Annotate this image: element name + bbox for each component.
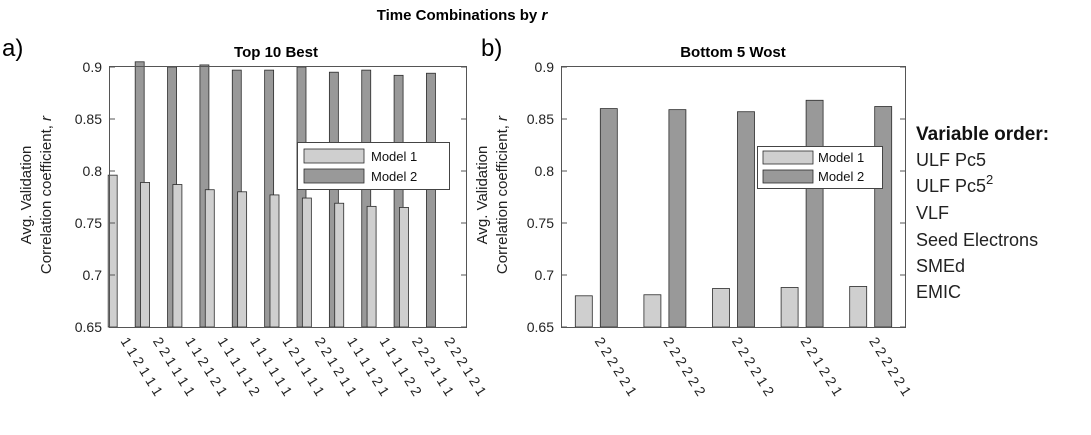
panel-a-y-axis-label: Avg. Validation: [18, 146, 35, 245]
panel-a-bar-model1-6: [269, 194, 280, 328]
panel-b-y-axis-label-text: Correlation coefficient,: [494, 125, 511, 274]
panel-a-x-ticks: 1 1 2 1 1 12 2 1 1 1 11 1 2 1 2 11 1 1 1…: [118, 334, 490, 399]
variable-item-ulf-pc5-squared-text: ULF Pc5: [916, 176, 986, 196]
panel-b-bar-model2-1: [599, 108, 618, 328]
panel-b-bar-model1-5: [849, 286, 868, 328]
panel-a-bar-model1-2: [140, 182, 150, 328]
panel-a-y-ticks: 0.65 0.7 0.75 0.8 0.85 0.9: [75, 59, 466, 335]
panel-a-y-tick-label: 0.75: [75, 215, 102, 231]
figure-title-var: r: [541, 7, 548, 24]
panel-a-bar-model1-8: [334, 202, 345, 328]
variable-item-emic: EMIC: [916, 282, 961, 302]
panel-b-legend: Model 1 Model 2: [757, 146, 883, 189]
panel-b-y-ticks: 0.65 0.7 0.75 0.8 0.85 0.9: [527, 59, 905, 335]
variable-item-seed-electrons: Seed Electrons: [916, 230, 1038, 250]
panel-a-bar-model2-10: [426, 72, 436, 328]
panel-a-legend-label-model2: Model 2: [371, 169, 417, 184]
panel-a-bar-model1-5: [237, 191, 248, 328]
panel-b-y-tick-label: 0.75: [527, 215, 554, 231]
panel-b-y-tick-label: 0.65: [527, 319, 554, 335]
panel-a-bar-model1-9: [366, 205, 377, 328]
figure-title: Time Combinations by r: [377, 7, 549, 24]
panel-a-legend: Model 1 Model 2: [297, 142, 450, 190]
panel-b-y-tick-label: 0.85: [527, 111, 554, 127]
panel-b-y-axis-label: Avg. Validation: [474, 146, 491, 245]
panel-b-x-tick-label: 2 2 2 2 2 1: [866, 334, 915, 399]
panel-a-y-tick-label: 0.9: [83, 59, 103, 75]
panel-b-title: Bottom 5 Wost: [680, 44, 786, 61]
variable-item-smed: SMEd: [916, 256, 965, 276]
panel-b-legend-swatch-model2: [762, 169, 814, 184]
panel-b-bar-model1-4: [780, 287, 799, 328]
panel-b-plot-frame: [561, 66, 906, 328]
panel-b-x-tick-label: 2 2 2 2 2 2: [660, 334, 709, 399]
panel-a-legend-swatch-model1: [303, 148, 365, 164]
variable-item-ulf-pc5: ULF Pc5: [916, 150, 986, 170]
panel-b-legend-label-model2: Model 2: [818, 169, 864, 184]
panel-b-x-tick-label: 2 2 2 2 1 2: [729, 334, 778, 399]
panel-b-y-tick-label: 0.9: [535, 59, 555, 75]
panel-a-y-tick-label: 0.65: [75, 319, 102, 335]
panel-b-bar-model2-2: [668, 109, 687, 328]
panel-b: b) Bottom 5 Wost Avg. Validation Correla…: [474, 35, 915, 399]
panel-b-bar-model2-4: [805, 99, 824, 328]
variable-item-vlf: VLF: [916, 203, 949, 223]
panel-a-y-axis-var: r: [38, 115, 55, 121]
panel-b-y-axis-var: r: [494, 115, 511, 121]
variable-item-ulf-pc5-squared-exp: 2: [986, 172, 993, 187]
panel-a-bar-model1-4: [204, 189, 215, 328]
panel-b-bar-model1-3: [712, 288, 730, 328]
panel-a-bars: [107, 61, 436, 328]
panel-a-bar-model1-3: [172, 184, 183, 328]
panel-b-legend-label-model1: Model 1: [818, 150, 864, 165]
panel-b-bar-model1-1: [574, 295, 593, 328]
panel-b-x-tick-label: 2 2 2 2 2 1: [592, 334, 641, 399]
panel-a: a) Top 10 Best Avg. Validation Correlati…: [2, 35, 490, 399]
panel-a-y-tick-label: 0.8: [83, 163, 103, 179]
panel-b-x-tick-label: 2 2 1 2 2 1: [798, 334, 847, 399]
panel-b-bar-model2-5: [874, 106, 893, 328]
panel-a-title: Top 10 Best: [234, 44, 318, 61]
panel-b-y-axis-label-line2: Correlation coefficient, r: [494, 115, 511, 274]
panel-b-bars: [574, 99, 893, 328]
variable-order-list: Variable order: ULF Pc5 ULF Pc52 VLF See…: [916, 124, 1049, 302]
panel-a-y-axis-label-line2: Correlation coefficient, r: [38, 115, 55, 274]
panel-b-bar-model2-3: [737, 111, 755, 328]
panel-a-legend-swatch-model2: [303, 168, 365, 184]
panel-a-y-tick-label: 0.7: [83, 267, 103, 283]
variable-order-heading: Variable order:: [916, 124, 1049, 145]
panel-a-y-axis-label-text: Correlation coefficient,: [38, 125, 55, 274]
figure-title-text: Time Combinations by: [377, 7, 538, 24]
panel-a-legend-label-model1: Model 1: [371, 149, 417, 164]
panel-b-bar-model1-2: [643, 294, 662, 328]
panel-b-letter: b): [481, 35, 502, 62]
panel-b-legend-swatch-model1: [762, 150, 814, 165]
panel-a-bar-model1-7: [301, 197, 312, 328]
panel-b-y-tick-label: 0.7: [535, 267, 555, 283]
panel-b-y-tick-label: 0.8: [535, 163, 555, 179]
variable-item-ulf-pc5-squared: ULF Pc52: [916, 172, 993, 196]
panel-b-x-ticks: 2 2 2 2 2 1 2 2 2 2 2 2 2 2 2 2 1 2 2 2 1 2…: [592, 334, 915, 399]
panel-a-y-tick-label: 0.85: [75, 111, 102, 127]
panel-a-bar-model1-10: [399, 206, 409, 328]
panel-a-plot-frame: [109, 66, 467, 328]
panel-a-letter: a): [2, 35, 23, 62]
